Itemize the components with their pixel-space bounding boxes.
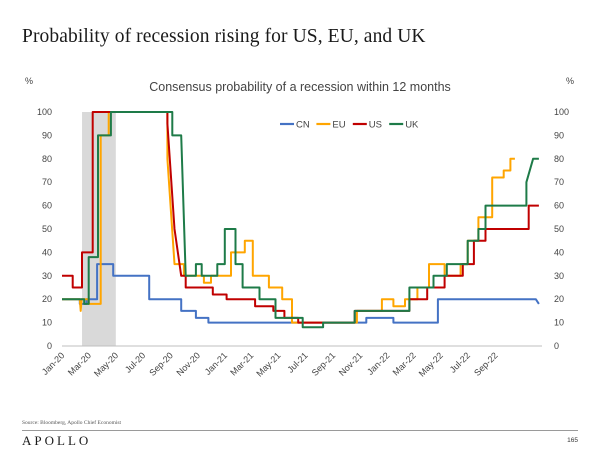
y-tick-label-right: 40 (554, 247, 564, 257)
x-tick-label: Jan-20 (40, 350, 67, 377)
series-line-uk (62, 111, 539, 329)
x-tick-label: Nov-21 (337, 350, 365, 378)
y-tick-label-right: 80 (554, 154, 564, 164)
x-tick-label: Nov-20 (175, 350, 203, 378)
x-tick-label: Jul-20 (123, 350, 147, 374)
x-tick-label: May-21 (254, 350, 282, 378)
footer-divider (22, 430, 578, 431)
series-line-eu (62, 111, 515, 324)
y-tick-label-left: 30 (42, 271, 52, 281)
y-tick-label-left: 90 (42, 130, 52, 140)
series-line-us (62, 111, 539, 324)
y-tick-label-right: 0 (554, 341, 559, 351)
y-tick-label-right: 70 (554, 177, 564, 187)
y-tick-label-right: 30 (554, 271, 564, 281)
x-tick-label: May-22 (417, 350, 445, 378)
x-tick-label: Jan-22 (365, 350, 392, 377)
legend-label-us: US (369, 120, 382, 131)
legend-label-uk: UK (405, 120, 419, 131)
x-tick-label: Sep-21 (310, 350, 338, 378)
y-tick-label-right: 90 (554, 130, 564, 140)
y-tick-label-left: 100 (37, 107, 52, 117)
chart-title: Consensus probability of a recession wit… (149, 80, 451, 94)
x-tick-label: Jul-22 (448, 350, 472, 374)
x-tick-label: Mar-22 (391, 350, 418, 377)
y-axis-unit-right: % (566, 76, 575, 86)
legend-label-cn: CN (296, 120, 310, 131)
page-number: 165 (567, 437, 578, 444)
source-note: Source: Bloomberg, Apollo Chief Economis… (22, 420, 122, 426)
series-line-cn (62, 263, 540, 324)
y-tick-label-right: 100 (554, 107, 569, 117)
y-tick-label-right: 10 (554, 318, 564, 328)
page-title: Probability of recession rising for US, … (22, 26, 426, 47)
x-tick-label: Sep-22 (472, 350, 500, 378)
y-tick-label-left: 60 (42, 201, 52, 211)
y-tick-label-left: 10 (42, 318, 52, 328)
apollo-logo: APOLLO (22, 433, 92, 448)
y-tick-label-left: 50 (42, 224, 52, 234)
y-axis-unit-left: % (25, 76, 34, 86)
x-tick-label: Mar-21 (228, 350, 255, 377)
y-tick-label-left: 20 (42, 294, 52, 304)
legend-label-eu: EU (332, 120, 345, 131)
x-tick-label: Mar-20 (66, 350, 93, 377)
x-tick-label: Jan-21 (203, 350, 230, 377)
y-tick-label-left: 70 (42, 177, 52, 187)
y-tick-label-right: 50 (554, 224, 564, 234)
x-tick-label: Sep-20 (147, 350, 175, 378)
y-tick-label-right: 20 (554, 294, 564, 304)
y-tick-label-left: 40 (42, 247, 52, 257)
y-tick-label-right: 60 (554, 201, 564, 211)
y-tick-label-left: 80 (42, 154, 52, 164)
y-tick-label-left: 0 (47, 341, 52, 351)
x-tick-label: May-20 (92, 350, 120, 378)
x-tick-label: Jul-21 (285, 350, 309, 374)
recession-probability-chart: 0 0 10 10 20 20 30 30 40 40 50 50 60 60 70 70 80 80 90 90 10… (37, 107, 569, 379)
